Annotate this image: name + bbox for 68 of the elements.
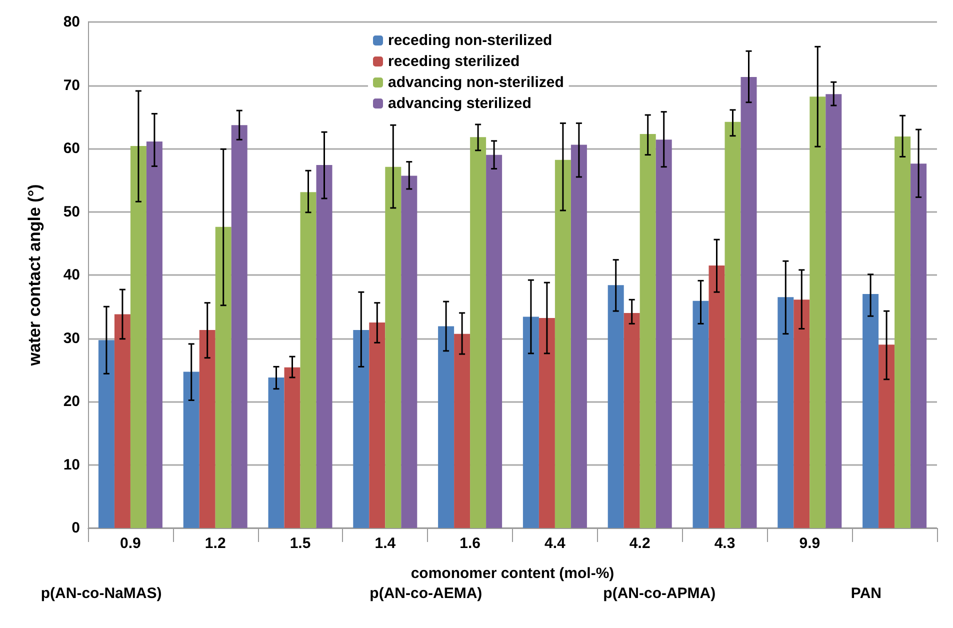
y-tick-label: 0	[72, 520, 80, 536]
bar	[810, 96, 826, 528]
bar	[894, 136, 911, 528]
bar	[640, 134, 656, 528]
bar	[862, 294, 879, 528]
bar	[740, 77, 757, 528]
bar	[401, 176, 418, 528]
x-tick-label: 1.4	[374, 535, 396, 552]
x-tick-label: 0.9	[120, 535, 141, 552]
bar	[470, 137, 486, 528]
text: p(AN-co-APMA)	[603, 585, 716, 602]
bar	[231, 125, 248, 528]
bar	[199, 330, 216, 528]
legend-label: receding sterilized	[388, 53, 520, 70]
bar	[878, 344, 895, 528]
bar	[268, 377, 284, 528]
bar	[522, 316, 539, 528]
bar	[794, 300, 810, 528]
y-tick-label: 50	[63, 203, 80, 220]
legend-label: receding non-sterilized	[388, 32, 552, 49]
bar	[284, 367, 300, 528]
bar	[385, 166, 402, 528]
bar	[454, 334, 470, 528]
bar	[215, 226, 232, 528]
bar	[554, 160, 571, 528]
text: p(AN-co-AEMA)	[370, 585, 482, 602]
bar	[656, 140, 672, 528]
y-tick-label: 80	[63, 14, 80, 30]
legend-label: advancing non-sterilized	[388, 74, 564, 91]
y-axis-title: water contact angle (°)	[25, 184, 44, 367]
bar	[438, 326, 454, 528]
y-tick-label: 10	[63, 456, 80, 474]
y-tick-label: 20	[63, 393, 80, 410]
bar	[692, 300, 709, 528]
bar	[146, 142, 162, 528]
bar	[708, 266, 725, 528]
x-tick-label: 1.6	[460, 535, 480, 552]
bar	[724, 122, 741, 528]
y-tick-label: 30	[63, 330, 80, 347]
bar	[910, 164, 927, 528]
bar	[570, 144, 587, 528]
bar	[316, 164, 332, 528]
bar	[369, 322, 386, 528]
bar	[300, 192, 316, 528]
x-tick-label: 4.4	[544, 535, 566, 552]
y-tick-label: 70	[63, 76, 80, 94]
x-tick-label: 4.3	[714, 535, 736, 552]
bar	[608, 285, 624, 528]
y-tick-label: 60	[63, 140, 80, 157]
bar	[98, 340, 114, 528]
bar	[624, 312, 640, 528]
x-tick-label: 9.9	[799, 535, 820, 552]
legend-label: advancing sterilized	[388, 95, 532, 112]
bar	[183, 372, 200, 528]
bar	[826, 94, 842, 528]
text: p(AN-co-NaMAS)	[40, 585, 162, 602]
x-tick-label: 4.2	[629, 535, 650, 552]
x-tick-label: 1.2	[204, 535, 226, 552]
bar	[538, 318, 555, 528]
bar	[130, 146, 146, 528]
bar	[778, 297, 794, 528]
text: PAN	[850, 585, 882, 602]
y-tick-label: 40	[63, 266, 80, 284]
bar	[486, 154, 502, 528]
x-tick-label: 1.5	[290, 535, 311, 552]
bar	[353, 330, 370, 528]
x-axis-title: comonomer content (mol-%)	[410, 565, 614, 582]
bar	[114, 314, 130, 528]
